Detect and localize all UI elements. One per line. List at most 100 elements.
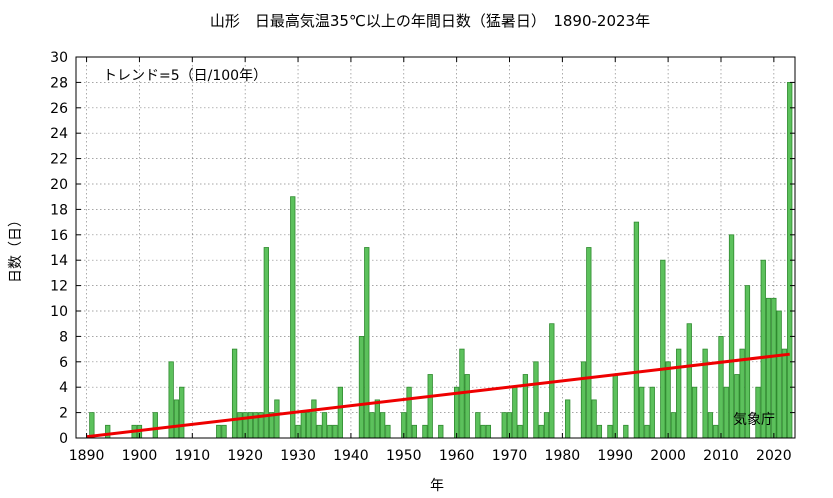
trend-annotation: トレンド=5（日/100年） bbox=[103, 68, 267, 84]
bar-1908 bbox=[179, 386, 185, 439]
bar-1976 bbox=[538, 424, 544, 439]
x-tick-label: 1980 bbox=[545, 448, 581, 464]
trend-line bbox=[86, 352, 790, 439]
bar-1936 bbox=[327, 424, 333, 439]
bar-1964 bbox=[475, 412, 481, 439]
x-tick-label: 1960 bbox=[439, 448, 475, 464]
bar-1907 bbox=[173, 399, 180, 439]
y-tick-label: 0 bbox=[59, 431, 68, 447]
y-tick-label: 16 bbox=[50, 228, 68, 244]
bar-2005 bbox=[691, 386, 698, 439]
bar-2008 bbox=[707, 412, 714, 439]
bar-1994 bbox=[633, 221, 640, 439]
bar-1916 bbox=[221, 424, 227, 439]
bar-2002 bbox=[676, 348, 682, 439]
bar-1989 bbox=[607, 424, 613, 439]
bar-1945 bbox=[374, 399, 380, 439]
bar-1924 bbox=[263, 247, 269, 439]
chart-title: 山形 日最高気温35℃以上の年間日数（猛暑日） 1890-2023年 bbox=[210, 12, 650, 30]
bar-1977 bbox=[543, 412, 550, 439]
bar-1926 bbox=[274, 399, 280, 439]
bar-2022 bbox=[781, 348, 788, 439]
bar-1981 bbox=[565, 399, 571, 439]
x-tick-label: 1970 bbox=[492, 448, 528, 464]
y-tick-label: 4 bbox=[59, 380, 68, 396]
bar-1984 bbox=[580, 361, 587, 439]
bar-1933 bbox=[311, 399, 317, 439]
bar-2010 bbox=[718, 335, 724, 439]
y-tick-label: 2 bbox=[59, 406, 68, 422]
x-tick-label: 1990 bbox=[597, 448, 633, 464]
x-tick-label: 2020 bbox=[756, 448, 792, 464]
y-tick-label: 8 bbox=[59, 329, 68, 345]
y-tick-label: 26 bbox=[50, 101, 68, 117]
bar-1962 bbox=[464, 374, 470, 439]
bar-1891 bbox=[89, 412, 95, 439]
trend-layer bbox=[86, 352, 790, 439]
bar-1931 bbox=[300, 412, 306, 439]
bar-2021 bbox=[776, 310, 782, 439]
bar-1971 bbox=[512, 386, 518, 439]
y-tick-label: 30 bbox=[50, 50, 68, 66]
bar-1985 bbox=[586, 247, 592, 439]
bar-1943 bbox=[364, 247, 370, 439]
bar-1915 bbox=[216, 424, 222, 439]
bar-1946 bbox=[379, 412, 386, 439]
y-tick-label: 22 bbox=[50, 152, 68, 168]
bar-1972 bbox=[517, 424, 523, 439]
x-tick-label: 2000 bbox=[650, 448, 686, 464]
bar-1997 bbox=[649, 386, 655, 439]
bar-1957 bbox=[438, 424, 444, 439]
bar-2001 bbox=[670, 412, 677, 439]
x-axis-title: 年 bbox=[430, 478, 444, 494]
y-tick-label: 14 bbox=[50, 253, 68, 269]
bar-1995 bbox=[639, 386, 645, 439]
bar-2004 bbox=[686, 323, 692, 439]
x-tick-labels: 1890 1900 1910 1920 1930 1940 1950 1960 1970 1980… bbox=[69, 448, 792, 464]
x-tick-label: 2010 bbox=[703, 448, 739, 464]
bar-1990 bbox=[612, 374, 618, 439]
bar-1954 bbox=[422, 424, 428, 439]
bar-1947 bbox=[385, 424, 391, 439]
bar-1935 bbox=[321, 412, 328, 439]
bar-1987 bbox=[596, 424, 603, 439]
x-tick-label: 1920 bbox=[227, 448, 263, 464]
y-tick-label: 20 bbox=[50, 177, 68, 193]
bar-1955 bbox=[427, 374, 433, 439]
bar-1894 bbox=[105, 424, 111, 439]
y-tick-label: 12 bbox=[50, 279, 68, 295]
y-tick-label: 6 bbox=[59, 355, 68, 371]
bar-1969 bbox=[501, 412, 507, 439]
bar-1965 bbox=[480, 424, 486, 439]
bar-1934 bbox=[316, 424, 322, 439]
x-tick-label: 1940 bbox=[333, 448, 369, 464]
y-tick-label: 28 bbox=[50, 75, 68, 91]
bar-1929 bbox=[290, 196, 296, 439]
x-tick-label: 1900 bbox=[122, 448, 158, 464]
y-tick-label: 18 bbox=[50, 202, 68, 218]
y-tick-label: 10 bbox=[50, 304, 68, 320]
bar-1996 bbox=[644, 424, 650, 439]
bar-1992 bbox=[623, 424, 629, 439]
bar-1966 bbox=[485, 424, 492, 439]
bar-1937 bbox=[332, 424, 338, 439]
bar-2000 bbox=[665, 361, 671, 439]
bar-1986 bbox=[591, 399, 597, 439]
y-tick-label: 24 bbox=[50, 126, 68, 142]
bar-1918 bbox=[231, 348, 238, 439]
bar-2013 bbox=[734, 374, 740, 439]
bar-1919 bbox=[237, 412, 243, 439]
bar-1932 bbox=[305, 412, 312, 439]
bar-2009 bbox=[713, 424, 719, 439]
axis-ticks bbox=[76, 56, 795, 439]
x-tick-label: 1910 bbox=[174, 448, 210, 464]
x-tick-label: 1950 bbox=[386, 448, 422, 464]
bar-1938 bbox=[337, 386, 343, 439]
bar-1975 bbox=[533, 361, 539, 439]
bar-1942 bbox=[358, 335, 365, 439]
source-label: 気象庁 bbox=[733, 412, 775, 428]
bar-1999 bbox=[660, 259, 666, 439]
bar-1903 bbox=[152, 412, 158, 439]
